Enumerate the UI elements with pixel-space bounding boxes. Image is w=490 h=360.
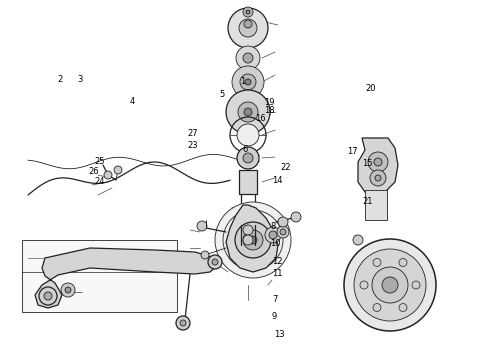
Text: 17: 17 xyxy=(347,147,358,156)
Circle shape xyxy=(212,259,218,265)
Circle shape xyxy=(354,249,426,321)
Circle shape xyxy=(208,255,222,269)
Bar xyxy=(365,190,387,220)
Circle shape xyxy=(243,7,253,17)
Circle shape xyxy=(244,108,252,116)
Polygon shape xyxy=(358,138,398,192)
Circle shape xyxy=(65,287,71,293)
Text: 27: 27 xyxy=(187,129,198,138)
Text: 15: 15 xyxy=(362,159,372,168)
Circle shape xyxy=(243,53,253,63)
Circle shape xyxy=(278,217,288,227)
Polygon shape xyxy=(35,248,218,308)
Text: 13: 13 xyxy=(274,330,285,339)
Circle shape xyxy=(368,152,388,172)
Circle shape xyxy=(114,166,122,174)
Text: 16: 16 xyxy=(255,114,266,123)
Circle shape xyxy=(373,303,381,311)
Circle shape xyxy=(243,153,253,163)
Polygon shape xyxy=(226,205,278,272)
Circle shape xyxy=(240,74,256,90)
Circle shape xyxy=(382,277,398,293)
Circle shape xyxy=(265,227,281,243)
Circle shape xyxy=(269,231,277,239)
Circle shape xyxy=(232,66,264,98)
Circle shape xyxy=(360,281,368,289)
Circle shape xyxy=(280,229,286,235)
Circle shape xyxy=(243,235,253,245)
Circle shape xyxy=(61,283,75,297)
Text: 1: 1 xyxy=(240,77,245,86)
Text: 5: 5 xyxy=(220,90,225,99)
Text: 22: 22 xyxy=(281,163,291,172)
Text: 8: 8 xyxy=(270,222,276,231)
Text: 23: 23 xyxy=(187,141,198,150)
Circle shape xyxy=(236,46,260,70)
Text: 14: 14 xyxy=(272,176,283,185)
Circle shape xyxy=(226,90,270,134)
Circle shape xyxy=(245,79,251,85)
Circle shape xyxy=(237,124,259,146)
Circle shape xyxy=(39,287,57,305)
Circle shape xyxy=(375,175,381,181)
Circle shape xyxy=(353,235,363,245)
Text: 12: 12 xyxy=(272,257,282,266)
Bar xyxy=(239,170,257,194)
Text: 6: 6 xyxy=(243,145,248,154)
Text: 18: 18 xyxy=(264,107,274,116)
Circle shape xyxy=(243,225,253,235)
Circle shape xyxy=(228,8,268,48)
Text: 24: 24 xyxy=(94,177,104,186)
Text: 19: 19 xyxy=(264,98,274,107)
Circle shape xyxy=(374,158,382,166)
Text: 4: 4 xyxy=(130,97,135,106)
Text: 10: 10 xyxy=(270,239,281,248)
Circle shape xyxy=(180,320,186,326)
Text: 9: 9 xyxy=(272,312,277,321)
Text: 20: 20 xyxy=(365,84,375,93)
Circle shape xyxy=(201,251,209,259)
Circle shape xyxy=(370,170,386,186)
Circle shape xyxy=(291,212,301,222)
Circle shape xyxy=(372,267,408,303)
Circle shape xyxy=(176,316,190,330)
Circle shape xyxy=(373,258,381,266)
Text: 3: 3 xyxy=(77,75,83,84)
Text: 26: 26 xyxy=(88,166,99,176)
Circle shape xyxy=(277,226,289,238)
Text: 21: 21 xyxy=(363,197,373,206)
Circle shape xyxy=(197,221,207,231)
Text: 2: 2 xyxy=(58,75,63,84)
Circle shape xyxy=(412,281,420,289)
Circle shape xyxy=(244,20,252,28)
Bar xyxy=(22,240,177,312)
Circle shape xyxy=(238,102,258,122)
Circle shape xyxy=(243,230,263,250)
Circle shape xyxy=(399,258,407,266)
Circle shape xyxy=(344,239,436,331)
Circle shape xyxy=(215,202,291,278)
Circle shape xyxy=(235,222,271,258)
Text: 25: 25 xyxy=(94,158,104,166)
Circle shape xyxy=(104,171,112,179)
Text: 7: 7 xyxy=(272,295,277,304)
Circle shape xyxy=(239,19,257,37)
Text: 11: 11 xyxy=(272,269,282,278)
Circle shape xyxy=(44,292,52,300)
Circle shape xyxy=(246,10,250,14)
Circle shape xyxy=(249,236,257,244)
Circle shape xyxy=(399,303,407,311)
Circle shape xyxy=(237,147,259,169)
